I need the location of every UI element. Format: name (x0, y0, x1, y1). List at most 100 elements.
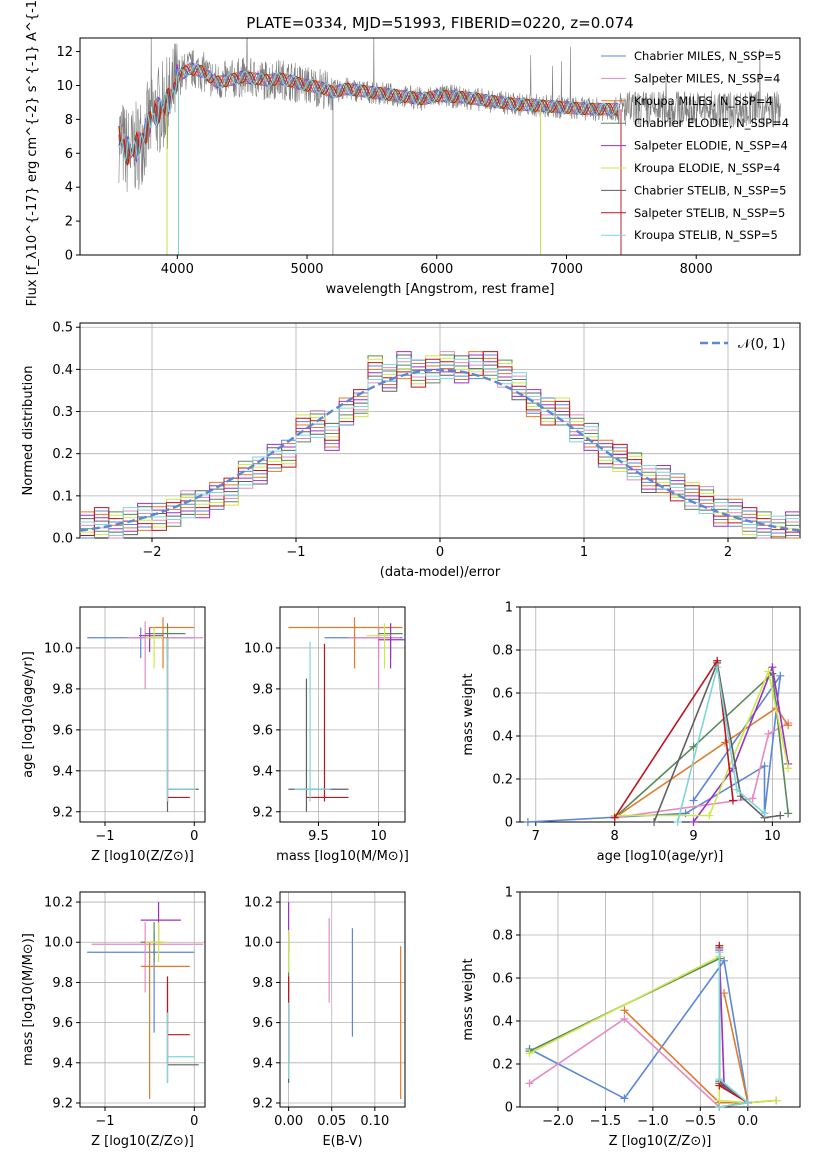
mass-weight-marker (525, 1079, 534, 1088)
mass-weight-marker (784, 809, 793, 818)
y-tick-label: 0.3 (52, 405, 73, 420)
mass-weight-line (529, 1017, 748, 1108)
mass-vs-ebv-panel: 0.00 0.05 0.10 9.2 9.4 9.6 9.8 10.0 10.2 E(B-V) (244, 891, 406, 1149)
mass-weight-marker (760, 809, 769, 818)
y-tick-label: 0 (505, 816, 513, 831)
y-tick-label: 1 (505, 886, 513, 901)
y-axis-label: age [log10(age/yr)] (21, 651, 36, 778)
x-axis-label: age [log10(age/yr)] (597, 849, 724, 864)
spectrum-panel: 4000 5000 6000 7000 8000 0 2 4 6 8 10 12 wavelength … (25, 0, 801, 306)
y-tick-label: 0.6 (492, 687, 513, 702)
x-tick-label: 7 (532, 829, 540, 844)
mass-weight-line (614, 671, 789, 819)
y-tick-label: 10 (56, 79, 73, 94)
y-tick-label: 0.2 (492, 1058, 513, 1073)
residual-histogram-kroupa-stelib (80, 357, 800, 536)
plot-frame (279, 606, 406, 823)
plot-frame (79, 322, 801, 539)
x-tick-label: 8000 (680, 262, 713, 277)
y-tick-label: 6 (65, 147, 73, 162)
y-tick-label: 10.0 (44, 641, 73, 656)
mass-weight-marker (689, 818, 698, 826)
plot-frame (79, 891, 206, 1108)
plot-frame (79, 37, 801, 256)
x-axis-label: Z [log10(Z/Z⊙)] (91, 1134, 194, 1149)
y-tick-label: 10.2 (244, 896, 273, 911)
y-tick-label: 0.5 (52, 321, 73, 336)
x-tick-label: 9.5 (308, 829, 329, 844)
y-tick-label: 4 (65, 181, 73, 196)
y-tick-label: 9.2 (252, 1096, 273, 1111)
x-tick-label: −0.5 (685, 1114, 717, 1129)
mass-weight-marker (715, 1103, 724, 1111)
y-tick-label: 10.0 (44, 936, 73, 951)
y-tick-label: 0.4 (52, 363, 73, 378)
y-tick-label: 0.0 (52, 532, 73, 547)
mass-weight-marker (743, 1098, 752, 1107)
mass-weight-marker (772, 1096, 781, 1105)
age-vs-mass-panel: 9.5 10 9.2 9.4 9.6 9.8 10.0 mass [log10(M/M⊙)] (244, 606, 409, 864)
mass-weight-vs-age-panel: 7 8 9 10 0 0.2 0.4 0.6 0.8 1 age [log10(age/yr)] ma… (461, 601, 801, 864)
y-tick-label: 10.2 (44, 896, 73, 911)
y-tick-label: 0.2 (492, 773, 513, 788)
y-tick-label: 9.2 (52, 1096, 73, 1111)
mass-weight-marker (715, 948, 724, 957)
residual-histogram-kroupa-elodie (80, 355, 800, 536)
legend-label: Salpeter STELIB, N_SSP=5 (634, 206, 785, 220)
x-tick-label: 0 (436, 545, 444, 560)
mass-weight-marker (768, 663, 777, 672)
x-tick-label: 0.00 (274, 1114, 303, 1129)
x-tick-label: 4000 (161, 262, 194, 277)
y-axis-label: mass weight (461, 673, 476, 755)
mass-weight-marker (776, 811, 785, 820)
mass-weight-marker (620, 1006, 629, 1015)
y-tick-label: 0.2 (52, 447, 73, 462)
x-tick-label: −1 (95, 829, 114, 844)
y-tick-label: 2 (65, 215, 73, 230)
y-axis-label: mass [log10(M/M⊙)] (21, 933, 36, 1066)
legend-label: Chabrier STELIB, N_SSP=5 (634, 183, 786, 197)
x-tick-label: 0.05 (317, 1114, 346, 1129)
mass-weight-marker (610, 813, 619, 822)
age-vs-Z-panel: −1 0 9.2 9.4 9.6 9.8 10.0 Z [log10(Z/Z⊙)] age [l… (21, 606, 206, 864)
model-fit-line-kroupa-stelib (118, 63, 619, 162)
x-tick-label: −2 (142, 545, 161, 560)
legend-label: 𝒩(0, 1) (738, 337, 785, 352)
model-fit-line-salpeter-elodie (118, 62, 619, 164)
mass-weight-marker (689, 796, 698, 805)
legend-label: Salpeter ELODIE, N_SSP=4 (634, 139, 788, 153)
mass-weight-marker (784, 721, 793, 730)
legend-label: Kroupa STELIB, N_SSP=5 (634, 228, 778, 242)
y-tick-label: 0.8 (492, 929, 513, 944)
panels-layer: 4000 5000 6000 7000 8000024681012wavelength … (21, 0, 801, 1149)
x-tick-label: 0.0 (737, 1114, 758, 1129)
model-fit-line-salpeter-stelib (118, 64, 619, 167)
y-tick-label: 9.8 (252, 976, 273, 991)
mass-weight-line (623, 992, 749, 1104)
x-tick-label: −1 (286, 545, 305, 560)
y-tick-label: 0 (65, 249, 73, 264)
mass-weight-marker (760, 762, 769, 771)
y-tick-label: 0.6 (492, 972, 513, 987)
y-tick-label: 9.8 (52, 682, 73, 697)
y-tick-label: 9.6 (252, 723, 273, 738)
x-axis-label: wavelength [Angstrom, rest frame] (326, 282, 555, 297)
plot-frame (519, 606, 801, 823)
y-tick-label: 8 (65, 113, 73, 128)
y-tick-label: 9.6 (252, 1016, 273, 1031)
mass-weight-marker (721, 738, 730, 747)
y-tick-label: 9.2 (252, 805, 273, 820)
y-tick-label: 9.6 (52, 723, 73, 738)
mass-weight-marker (748, 794, 757, 803)
y-axis-label: Flux [f_λ10^{-17} erg cm^{-2} s^{-1} A^{… (25, 0, 40, 306)
y-tick-label: 0 (505, 1101, 513, 1116)
mass-weight-marker (650, 818, 659, 826)
x-tick-label: 1 (580, 545, 588, 560)
mass-weight-marker (728, 796, 737, 805)
mass-weight-marker (673, 818, 682, 826)
mass-weight-marker (784, 764, 793, 773)
y-tick-label: 9.4 (52, 1056, 73, 1071)
x-tick-label: 0 (190, 829, 198, 844)
residual-histogram-chabrier-stelib (80, 354, 800, 539)
x-tick-label: −1.5 (590, 1114, 622, 1129)
